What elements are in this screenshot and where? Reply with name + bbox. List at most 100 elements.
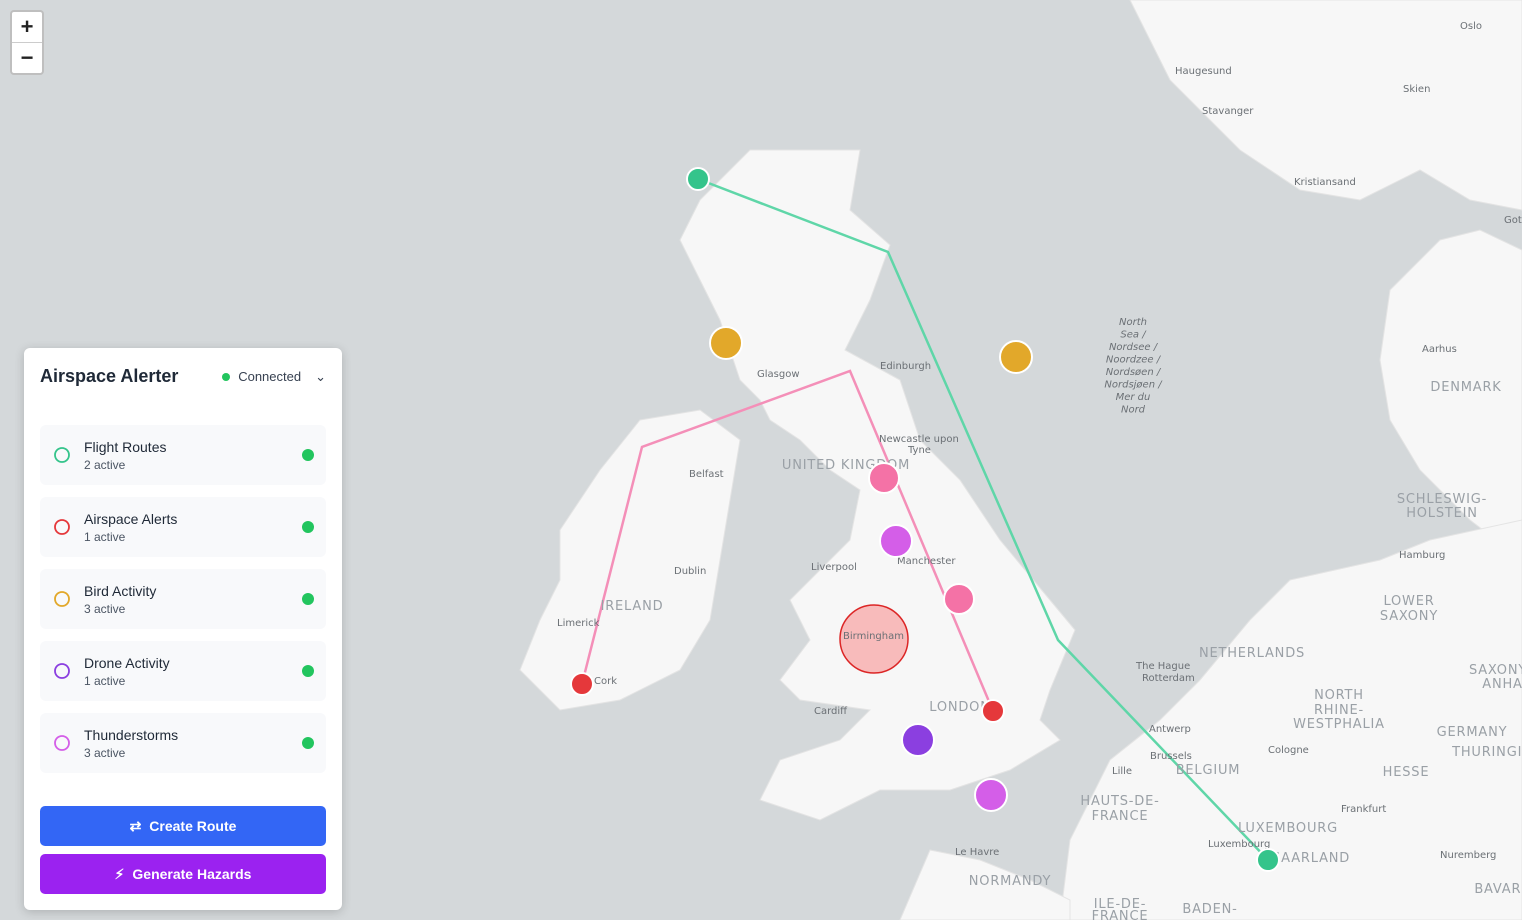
place-label: Nuremberg: [1440, 850, 1496, 861]
panel-header: Airspace Alerter Connected ⌄: [40, 366, 326, 387]
place-label: DENMARK: [1430, 380, 1501, 395]
place-label: Skien: [1403, 84, 1430, 95]
layer-row[interactable]: Thunderstorms 3 active: [40, 713, 326, 773]
place-label: Cork: [594, 676, 617, 687]
layer-name: Thunderstorms: [84, 727, 179, 743]
layer-name: Flight Routes: [84, 439, 167, 455]
place-label: Hamburg: [1399, 550, 1445, 561]
place-label: WESTPHALIA: [1293, 717, 1385, 732]
layer-icon: [54, 735, 70, 751]
bird-marker[interactable]: [999, 340, 1033, 374]
place-label: Lille: [1112, 766, 1132, 777]
place-label: RHINE-: [1314, 703, 1364, 718]
status-text: Connected: [238, 369, 302, 384]
place-label: SAARLAND: [1272, 851, 1350, 866]
layer-row[interactable]: Drone Activity 1 active: [40, 641, 326, 701]
place-label: THURINGIA: [1451, 745, 1522, 760]
layer-count: 3 active: [84, 746, 126, 760]
place-label: Oslo: [1460, 21, 1482, 32]
place-label: Haugesund: [1175, 66, 1232, 77]
place-label: HOLSTEIN: [1406, 506, 1478, 521]
flight-marker[interactable]: [686, 167, 710, 191]
layer-status: [302, 521, 314, 533]
flight-marker[interactable]: [570, 672, 594, 696]
place-label: Mer du: [1116, 392, 1151, 403]
place-label: Le Havre: [955, 847, 999, 858]
storm-marker[interactable]: [868, 462, 900, 494]
panel-title: Airspace Alerter: [40, 366, 179, 386]
place-label: Tyne: [907, 445, 931, 456]
panel: Airspace Alerter Connected ⌄ Flight Route…: [24, 348, 342, 910]
place-label: Noordzee /: [1106, 355, 1162, 366]
layer-name: Airspace Alerts: [84, 511, 178, 527]
markers: [570, 167, 1280, 872]
place-label: FRANCE: [1092, 809, 1149, 824]
place-label: Luxembourg: [1208, 839, 1270, 850]
flight-route[interactable]: [697, 177, 1269, 861]
place-label: Belfast: [689, 469, 724, 480]
layer-status: [302, 449, 314, 461]
place-label: ANHALT: [1482, 677, 1522, 692]
flight-marker[interactable]: [981, 699, 1005, 723]
storm-marker[interactable]: [974, 778, 1008, 812]
place-label: ILE-DE-: [1094, 897, 1147, 912]
layer-count: 3 active: [84, 602, 126, 616]
place-label: Rotterdam: [1142, 673, 1195, 684]
button-label: Create Route: [149, 818, 237, 834]
place-label: Aarhus: [1422, 344, 1457, 355]
storm-marker[interactable]: [879, 524, 913, 558]
place-label: Cologne: [1268, 745, 1309, 756]
layer-row[interactable]: Flight Routes 2 active: [40, 425, 326, 485]
status[interactable]: Connected ⌄: [222, 369, 326, 385]
zoom-in[interactable]: +: [12, 12, 42, 43]
place-label: Manchester: [897, 556, 956, 567]
layer-status: [302, 665, 314, 677]
layer-icon: [54, 591, 70, 607]
zoom-out[interactable]: −: [20, 45, 34, 70]
place-label: HAUTS-DE-: [1080, 794, 1159, 809]
place-label: Brussels: [1150, 751, 1192, 762]
place-label: Glasgow: [757, 369, 800, 380]
button-label: Generate Hazards: [132, 866, 252, 882]
layer-status: [302, 593, 314, 605]
bird-marker[interactable]: [709, 326, 743, 360]
zoom-control: + −: [10, 10, 44, 75]
place-label: LONDON: [929, 700, 991, 715]
generate-hazards-button[interactable]: ⚡︎ Generate Hazards: [40, 854, 326, 894]
place-label: Sea /: [1120, 330, 1147, 341]
airspace-alert-zone[interactable]: [839, 604, 909, 674]
flight-marker[interactable]: [1256, 848, 1280, 872]
drone-marker[interactable]: [901, 723, 935, 757]
place-label: Birmingham: [843, 631, 904, 642]
place-label: SAXONY: [1380, 609, 1438, 624]
flight-route[interactable]: [580, 369, 995, 712]
place-label: Nord: [1121, 405, 1146, 416]
place-label: BELGIUM: [1176, 763, 1241, 778]
place-label: BADEN-: [1182, 902, 1237, 917]
place-label: Dublin: [674, 566, 706, 577]
place-label: Frankfurt: [1341, 804, 1386, 815]
place-label: NORTH: [1314, 688, 1364, 703]
bird-marker[interactable]: [943, 583, 975, 615]
place-label: Kristiansand: [1294, 177, 1356, 188]
place-label: Edinburgh: [880, 361, 931, 372]
place-label: IRELAND: [601, 599, 664, 614]
layer-count: 1 active: [84, 674, 126, 688]
layer-count: 2 active: [84, 458, 126, 472]
layer-row[interactable]: Airspace Alerts 1 active: [40, 497, 326, 557]
place-label: The Hague: [1135, 661, 1190, 672]
place-label: Stavanger: [1202, 106, 1254, 117]
layer-row[interactable]: Bird Activity 3 active: [40, 569, 326, 629]
layer-icon: [54, 447, 70, 463]
place-label: SAXONY-: [1469, 663, 1522, 678]
layer-name: Bird Activity: [84, 583, 157, 599]
create-route-button[interactable]: ⇄ Create Route: [40, 806, 326, 846]
place-label: Nordsøen /: [1106, 367, 1162, 378]
place-label: FRANCE: [1092, 909, 1149, 920]
layer-icon: [54, 663, 70, 679]
place-label: NORMANDY: [969, 874, 1051, 889]
layer-name: Drone Activity: [84, 655, 170, 671]
place-label: Gothenburg: [1504, 215, 1522, 226]
